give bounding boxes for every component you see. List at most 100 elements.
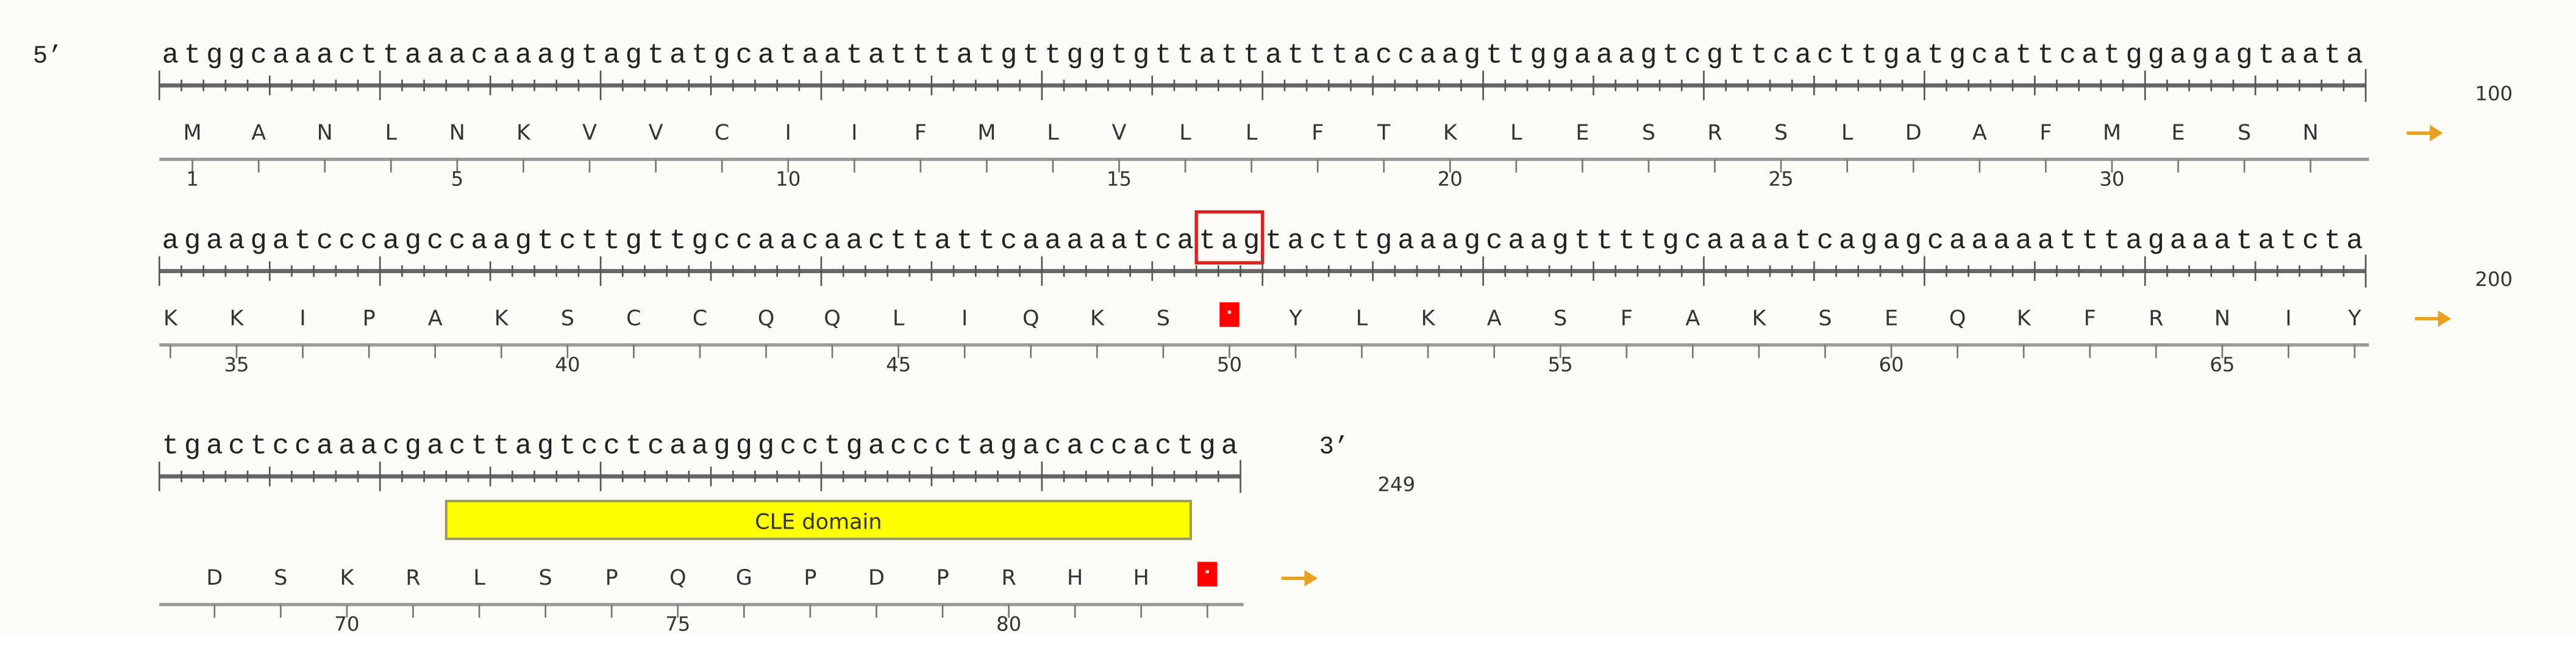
amino-acid: V xyxy=(1112,120,1127,145)
amino-acid: Q xyxy=(1949,306,1966,331)
amino-acid: C xyxy=(715,120,729,145)
nucleotide: a xyxy=(824,39,840,71)
nucleotide: c xyxy=(1817,225,1833,257)
amino-acid: E xyxy=(1575,120,1589,145)
nucleotide: g xyxy=(184,430,201,462)
nucleotide: g xyxy=(2125,39,2142,71)
nucleotide: c xyxy=(294,430,311,462)
nucleotide: a xyxy=(1419,39,1436,71)
nucleotide: t xyxy=(846,39,863,71)
cle-domain-label: CLE domain xyxy=(755,510,882,535)
nucleotide: a xyxy=(1795,39,1811,71)
nucleotide: a xyxy=(162,225,179,257)
nucleotide: a xyxy=(1066,225,1083,257)
amino-acid-position-label: 5 xyxy=(451,167,464,190)
nucleotide: c xyxy=(338,39,355,71)
nucleotide: t xyxy=(648,39,664,71)
nucleotide: a xyxy=(1022,225,1039,257)
nucleotide: a xyxy=(1044,225,1061,257)
amino-acid-position-label: 75 xyxy=(665,613,690,636)
nucleotide: t xyxy=(1332,39,1348,71)
nucleotide: c xyxy=(1089,430,1105,462)
nucleotide: a xyxy=(1839,225,1855,257)
nucleotide: c xyxy=(1044,430,1061,462)
amino-acid: L xyxy=(1841,120,1854,145)
amino-acid: L xyxy=(1047,120,1059,145)
amino-acid: K xyxy=(1090,306,1105,331)
nucleotide: a xyxy=(1530,225,1546,257)
amino-acid: A xyxy=(1487,306,1502,331)
nucleotide: c xyxy=(736,225,752,257)
nucleotide: g xyxy=(626,39,642,71)
nucleotide: a xyxy=(1750,225,1767,257)
nucleotide: t xyxy=(2280,225,2297,257)
amino-acid: S xyxy=(1642,120,1655,145)
nucleotide: g xyxy=(1530,39,1546,71)
nucleotide: t xyxy=(2082,225,2098,257)
nucleotide: c xyxy=(1309,225,1325,257)
nucleotide: t xyxy=(1133,225,1149,257)
amino-acid: D xyxy=(1905,120,1922,145)
nucleotide: c xyxy=(1397,39,1414,71)
nucleotide: a xyxy=(1265,39,1282,71)
amino-acid-position-label: 50 xyxy=(1217,353,1242,376)
nucleotide: a xyxy=(1177,225,1193,257)
nucleotide: t xyxy=(581,225,598,257)
amino-acid: N xyxy=(2303,120,2319,145)
nucleotide: c xyxy=(471,39,487,71)
amino-acid: I xyxy=(851,120,857,145)
nucleotide: t xyxy=(912,39,929,71)
nucleotide: c xyxy=(1375,39,1392,71)
amino-acid: L xyxy=(473,565,485,590)
nucleotide: a xyxy=(868,430,885,462)
nucleotide: t xyxy=(669,225,686,257)
nucleotide: t xyxy=(559,430,576,462)
amino-acid: F xyxy=(915,120,927,145)
amino-acid: S xyxy=(1774,120,1788,145)
nucleotide: a xyxy=(1221,430,1238,462)
amino-acid: N xyxy=(317,120,333,145)
nucleotide: a xyxy=(669,39,686,71)
nucleotide: t xyxy=(1729,39,1745,71)
amino-acid: Q xyxy=(758,306,775,331)
amino-acid: I xyxy=(785,120,791,145)
direction-arrow-icon xyxy=(1281,569,1318,587)
nucleotide: a xyxy=(338,430,355,462)
nucleotide: c xyxy=(1971,39,1988,71)
nucleotide: c xyxy=(449,430,465,462)
nucleotide: g xyxy=(537,430,554,462)
amino-acid: M xyxy=(2103,120,2121,145)
direction-arrow-icon xyxy=(2407,124,2443,141)
nucleotide: c xyxy=(383,430,399,462)
amino-acid: V xyxy=(582,120,597,145)
amino-acid: L xyxy=(385,120,398,145)
amino-acid: G xyxy=(736,565,752,590)
amino-acid: F xyxy=(2084,306,2096,331)
amino-acid: M xyxy=(184,120,202,145)
nucleotide: a xyxy=(294,39,311,71)
nucleotide: g xyxy=(713,39,730,71)
nucleotide: t xyxy=(1177,39,1193,71)
stop-codon-marker xyxy=(1219,302,1240,327)
nucleotide: c xyxy=(2302,225,2319,257)
amino-acid: K xyxy=(1443,120,1458,145)
nucleotide: t xyxy=(626,430,642,462)
nucleotide: g xyxy=(1375,225,1392,257)
nucleotide: c xyxy=(338,225,355,257)
nucleotide: a xyxy=(1905,39,1922,71)
nucleotide: a xyxy=(449,39,465,71)
five-prime-label: 5’ xyxy=(33,42,63,70)
amino-acid: R xyxy=(1707,120,1722,145)
amino-acid: Y xyxy=(1288,306,1302,331)
nucleotide: g xyxy=(758,430,774,462)
nucleotide: a xyxy=(956,39,972,71)
nucleotide: t xyxy=(1199,225,1216,257)
nucleotide: a xyxy=(537,39,554,71)
nucleotide: g xyxy=(626,225,642,257)
nucleotide: a xyxy=(2082,39,2098,71)
amino-acid: R xyxy=(2149,306,2163,331)
nucleotide: a xyxy=(515,39,532,71)
